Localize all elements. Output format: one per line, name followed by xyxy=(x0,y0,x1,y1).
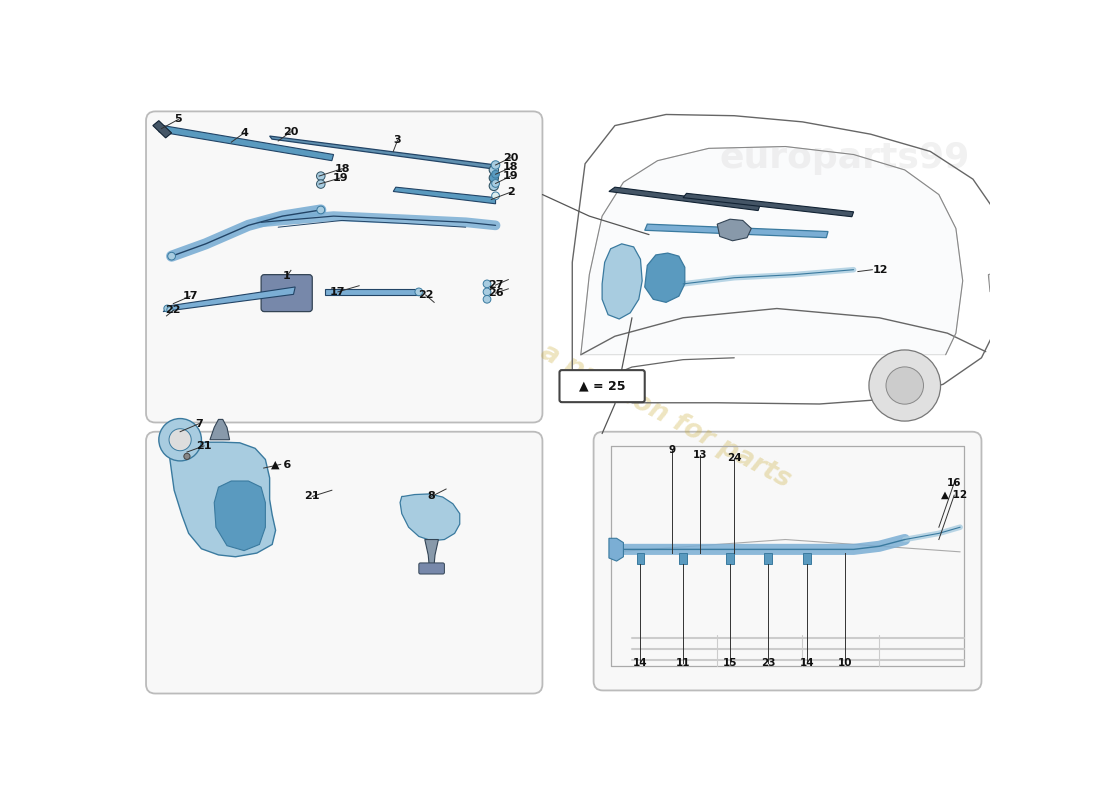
Text: 9: 9 xyxy=(669,445,675,455)
Circle shape xyxy=(492,192,499,200)
Text: a passion for parts: a passion for parts xyxy=(537,339,795,494)
FancyBboxPatch shape xyxy=(419,563,444,574)
Polygon shape xyxy=(683,194,854,217)
Circle shape xyxy=(317,206,324,214)
Polygon shape xyxy=(158,126,333,161)
Circle shape xyxy=(483,295,491,303)
Text: 17: 17 xyxy=(330,287,345,297)
Text: 16: 16 xyxy=(947,478,961,488)
Polygon shape xyxy=(153,121,172,138)
Polygon shape xyxy=(163,287,295,312)
Text: 8: 8 xyxy=(428,491,436,502)
Circle shape xyxy=(415,288,422,296)
Polygon shape xyxy=(169,442,276,557)
Text: 12: 12 xyxy=(873,265,889,274)
Circle shape xyxy=(317,180,326,188)
Text: 3: 3 xyxy=(394,135,402,146)
Circle shape xyxy=(869,350,940,421)
Text: 15: 15 xyxy=(723,658,737,668)
Text: 26: 26 xyxy=(487,288,504,298)
Polygon shape xyxy=(645,253,685,302)
Polygon shape xyxy=(803,553,811,564)
Circle shape xyxy=(169,429,191,450)
Circle shape xyxy=(167,306,173,313)
Polygon shape xyxy=(609,538,624,561)
Text: 20: 20 xyxy=(284,126,298,137)
Circle shape xyxy=(492,161,499,170)
Text: 23: 23 xyxy=(761,658,776,668)
Circle shape xyxy=(317,172,326,180)
Text: 17: 17 xyxy=(183,291,198,302)
Text: 22: 22 xyxy=(166,306,182,315)
Text: ▲ = 25: ▲ = 25 xyxy=(579,380,626,393)
FancyBboxPatch shape xyxy=(146,111,542,422)
Text: 10: 10 xyxy=(838,658,853,668)
Polygon shape xyxy=(581,146,962,354)
Circle shape xyxy=(492,170,499,178)
Polygon shape xyxy=(764,553,772,564)
FancyBboxPatch shape xyxy=(146,432,542,694)
Circle shape xyxy=(158,418,201,461)
Text: 7: 7 xyxy=(195,418,202,429)
Polygon shape xyxy=(602,244,642,319)
Circle shape xyxy=(184,454,190,459)
Text: 19: 19 xyxy=(332,173,349,183)
Polygon shape xyxy=(717,219,751,241)
Text: europarts99: europarts99 xyxy=(719,141,970,174)
Circle shape xyxy=(490,174,498,182)
Text: 21: 21 xyxy=(196,441,211,451)
Text: ▲ 6: ▲ 6 xyxy=(271,459,290,470)
Polygon shape xyxy=(210,419,230,440)
Text: 22: 22 xyxy=(418,290,433,300)
Circle shape xyxy=(490,166,498,174)
Text: 20: 20 xyxy=(503,153,518,162)
Polygon shape xyxy=(326,289,419,295)
Circle shape xyxy=(483,280,491,288)
Polygon shape xyxy=(988,269,1009,292)
Text: 4: 4 xyxy=(240,128,248,138)
Polygon shape xyxy=(609,187,760,210)
Text: 2: 2 xyxy=(507,187,515,197)
Text: ▲ 12: ▲ 12 xyxy=(942,490,967,500)
Polygon shape xyxy=(400,494,460,541)
Circle shape xyxy=(886,367,924,404)
Text: 14: 14 xyxy=(800,658,814,668)
Text: 13: 13 xyxy=(693,450,707,459)
Polygon shape xyxy=(679,553,688,564)
Circle shape xyxy=(167,252,176,260)
Circle shape xyxy=(492,180,499,187)
Polygon shape xyxy=(645,224,828,238)
Polygon shape xyxy=(214,481,265,550)
Text: 5: 5 xyxy=(175,114,183,125)
Circle shape xyxy=(490,182,498,190)
Text: 18: 18 xyxy=(503,162,518,173)
Polygon shape xyxy=(394,187,495,204)
Circle shape xyxy=(483,288,491,296)
Text: 11: 11 xyxy=(675,658,691,668)
Text: 24: 24 xyxy=(727,454,741,463)
Text: 19: 19 xyxy=(503,171,519,181)
Polygon shape xyxy=(270,136,492,169)
FancyBboxPatch shape xyxy=(594,432,981,690)
Polygon shape xyxy=(726,553,734,564)
Text: 18: 18 xyxy=(334,164,350,174)
Text: 27: 27 xyxy=(487,280,504,290)
Text: 1: 1 xyxy=(283,271,290,282)
Text: 14: 14 xyxy=(634,658,648,668)
FancyBboxPatch shape xyxy=(261,274,312,312)
Polygon shape xyxy=(637,553,645,564)
Circle shape xyxy=(164,305,170,312)
Text: 21: 21 xyxy=(305,491,320,502)
FancyBboxPatch shape xyxy=(560,370,645,402)
Polygon shape xyxy=(425,539,439,564)
